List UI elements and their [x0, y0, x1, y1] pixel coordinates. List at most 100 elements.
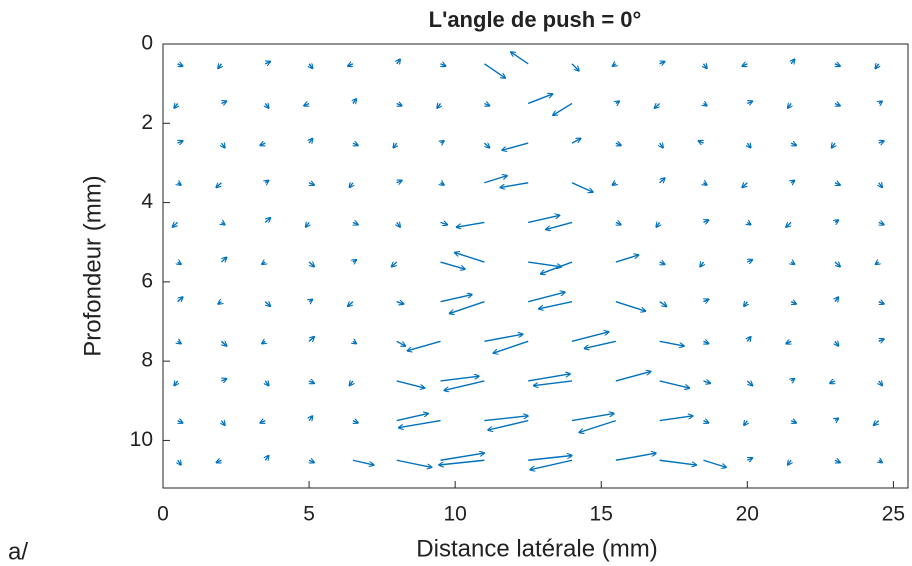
arrow: [511, 52, 529, 65]
arrow: [396, 380, 425, 388]
arrow: [441, 183, 445, 185]
arrow: [309, 381, 314, 383]
arrow: [309, 64, 313, 69]
arrow: [221, 379, 226, 381]
arrow: [747, 143, 751, 148]
arrow: [178, 183, 182, 185]
arrow: [178, 421, 183, 423]
arrow: [703, 64, 707, 69]
arrow: [265, 455, 269, 460]
arrow: [484, 103, 489, 105]
arrow: [502, 142, 529, 150]
arrow: [440, 376, 480, 382]
arrow: [391, 262, 398, 267]
arrow: [349, 183, 353, 188]
arrow: [786, 341, 791, 343]
arrow: [579, 419, 617, 433]
arrow: [172, 222, 179, 227]
arrow: [308, 337, 314, 342]
y-tick-label: 6: [141, 269, 153, 292]
arrow: [398, 419, 441, 428]
chart-title: L'angle de push = 0°: [429, 7, 642, 32]
arrow: [178, 262, 182, 264]
arrow: [546, 221, 573, 229]
arrow: [265, 381, 269, 386]
arrow: [309, 183, 314, 185]
panel-label: a/: [8, 538, 28, 565]
arrow: [397, 59, 401, 64]
arrow: [835, 220, 839, 222]
arrow: [407, 340, 441, 351]
arrow: [306, 222, 310, 227]
arrow: [174, 381, 178, 386]
arrow: [177, 297, 183, 302]
arrow: [616, 222, 621, 224]
arrow: [703, 381, 710, 383]
arrow: [221, 143, 225, 148]
arrow: [835, 64, 840, 66]
arrow: [744, 421, 748, 426]
arrow: [540, 261, 573, 274]
arrow: [265, 103, 269, 108]
arrow: [440, 261, 466, 269]
arrow: [835, 418, 839, 420]
arrow: [444, 380, 485, 391]
x-tick-label: 15: [590, 503, 613, 526]
arrow: [441, 64, 446, 66]
arrow: [221, 101, 226, 103]
arrow: [571, 63, 579, 71]
arrow: [216, 183, 222, 188]
arrow: [348, 64, 353, 66]
arrow: [612, 183, 616, 185]
arrow: [530, 459, 573, 470]
arrow: [571, 182, 593, 193]
arrow: [527, 94, 553, 105]
arrow: [571, 413, 614, 422]
y-axis-label: Profondeur (mm): [79, 175, 106, 356]
x-tick-label: 20: [736, 503, 759, 526]
arrow: [654, 103, 661, 108]
arrow: [786, 222, 792, 227]
arrow: [791, 262, 795, 264]
arrow: [220, 341, 226, 346]
arrow: [656, 222, 660, 227]
arrow: [703, 299, 708, 301]
arrow: [703, 103, 707, 105]
arrow: [533, 380, 573, 386]
arrow: [879, 101, 883, 103]
x-tick-label: 0: [157, 503, 169, 526]
arrow: [879, 222, 884, 224]
arrow: [455, 253, 485, 263]
arrow: [220, 257, 226, 262]
arrow: [449, 301, 485, 314]
arrow: [659, 301, 667, 307]
arrow: [262, 341, 266, 343]
arrow: [791, 379, 795, 381]
arrow: [221, 421, 225, 426]
arrow: [178, 64, 183, 66]
arrow: [352, 459, 374, 465]
arrow: [788, 103, 792, 108]
arrow: [393, 143, 397, 148]
arrow: [264, 218, 270, 223]
arrow: [178, 341, 182, 343]
arrow: [742, 64, 747, 66]
arrow: [703, 183, 707, 185]
axes-box: [162, 43, 909, 489]
arrow: [396, 302, 404, 304]
arrow: [703, 421, 708, 423]
arrow: [528, 215, 560, 224]
arrow: [571, 138, 581, 144]
arrow: [615, 453, 656, 461]
arrow: [260, 421, 265, 423]
arrow: [437, 103, 441, 108]
arrow: [700, 262, 704, 267]
arrow: [747, 260, 752, 262]
arrow: [747, 222, 751, 224]
x-tick-label: 5: [303, 503, 315, 526]
arrow: [528, 374, 570, 382]
arrow: [218, 64, 222, 69]
arrow: [396, 340, 406, 346]
arrow: [791, 180, 795, 182]
